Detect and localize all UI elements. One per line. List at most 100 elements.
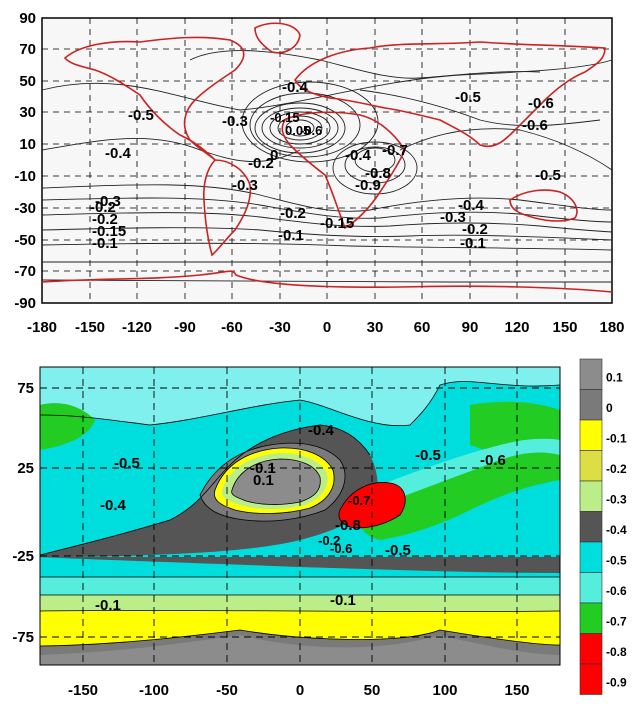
top-y-tick: 70 [19,41,36,58]
colorbar-label: -0.9 [606,676,627,690]
colorbar-label: -0.3 [606,493,627,507]
bottom-plot-frame [39,366,561,666]
bottom-x-tick: 150 [504,682,529,699]
top-x-tick: 90 [462,319,479,336]
contour-label: -0.5 [128,107,154,124]
contour-label: -0.1 [95,597,121,614]
colorbar-label: -0.1 [606,432,627,446]
contour-label: -0.6 [528,95,554,112]
top-y-tick: 10 [19,136,36,153]
contour-label: -0.8 [365,165,391,182]
contour-label: -0.7 [382,142,408,159]
colorbar-swatch [579,572,603,604]
contour-label: -0.1 [92,235,118,252]
bottom-x-tick: 50 [364,682,381,699]
top-x-tick: 30 [367,319,384,336]
top-y-tick: 50 [19,73,36,90]
contour-label: -0.4 [105,145,132,162]
contour-label: -0.4 [458,197,485,214]
colorbar-label: -0.8 [606,645,627,659]
contour-label: -0.5 [385,542,411,559]
top-contour-labels: -0.4 -0.5 -0.3 -0.15 0.05 -0.6 -0.2 0 -0… [90,79,561,252]
contour-label: -0.4 [100,497,127,514]
top-x-tick: -30 [269,319,291,336]
top-y-tick: -90 [14,295,36,312]
contour-label: -0.3 [222,113,248,130]
colorbar-label: -0.5 [606,554,627,568]
top-contour-map: 90 70 50 30 10 -10 -30 -50 -70 -90 -180 … [0,0,641,345]
bottom-map-svg: -0.4 -0.5 -0.6 -0.5 -0.4 -0.1 0.1 -0.7 -… [12,358,627,699]
top-y-tick: -50 [14,232,36,249]
top-grid [42,18,612,303]
contour-label: -0.1 [460,235,486,252]
contour-label: -0.6 [300,123,322,138]
top-x-tick: -180 [27,319,57,336]
contour-label: -0.1 [330,592,356,609]
top-y-tick: -10 [14,168,36,185]
contour-label: -0.2 [318,533,340,548]
colorbar-swatch [579,663,603,695]
contour-label: -0.5 [114,455,140,472]
bottom-grid [40,367,560,665]
contour-label: -0.3 [440,209,466,226]
bottom-x-tick: -150 [68,682,98,699]
colorbar-label: -0.4 [606,523,627,537]
contour-label: -0.5 [455,89,481,106]
colorbar-swatch [579,602,603,634]
contour-label: -0.8 [335,517,361,534]
colorbar-swatch [579,389,603,421]
colorbar-label: -0.7 [606,615,627,629]
bottom-y-tick: 75 [17,380,34,397]
contour-label: -0.7 [348,493,370,508]
bottom-x-tick: 100 [432,682,457,699]
colorbar-swatch [579,633,603,665]
top-x-tick: -120 [122,319,152,336]
colorbar: 0.1 0 -0.1 -0.2 -0.3 -0.4 -0.5 -0.6 -0.7 -0.8 -0.9 [579,358,627,695]
top-contour-lines [41,50,613,283]
top-y-tick: -70 [14,263,36,280]
contour-label: -0.2 [90,199,116,216]
colorbar-swatch [579,541,603,573]
top-coastlines [41,22,613,293]
top-y-tick: 90 [19,10,36,27]
colorbar-swatch [579,480,603,512]
contour-label: 0.1 [253,472,274,489]
contour-label: -0.2 [248,155,274,172]
bottom-x-tick: -100 [139,682,169,699]
top-y-tick-labels: 90 70 50 30 10 -10 -30 -50 -70 -90 [14,10,36,312]
top-y-tick: -30 [14,200,36,217]
contour-label: -0.1 [250,460,276,477]
top-x-tick: -90 [174,319,196,336]
bottom-x-tick: -50 [216,682,238,699]
top-x-tick: -150 [75,319,105,336]
top-x-tick: 0 [323,319,331,336]
contour-label: 0.05 [285,123,310,138]
contour-label: -0.6 [330,541,352,556]
bottom-y-tick: -25 [12,548,34,565]
bottom-contour-labels: -0.4 -0.5 -0.6 -0.5 -0.4 -0.1 0.1 -0.7 -… [95,422,506,614]
contour-label: -0.6 [522,117,548,134]
contour-label: -0.4 [282,79,309,96]
colorbar-swatch [579,358,603,390]
bottom-y-tick: -75 [12,629,34,646]
colorbar-swatch [579,511,603,543]
colorbar-label: 0.1 [606,371,623,385]
bottom-x-tick-labels: -150 -100 -50 0 50 100 150 [68,682,530,699]
top-x-tick: 120 [504,319,529,336]
top-x-tick: 180 [599,319,624,336]
top-map-svg: 90 70 50 30 10 -10 -30 -50 -70 -90 -180 … [14,10,624,336]
colorbar-swatch [579,450,603,482]
contour-label: -0.1 [278,227,304,244]
colorbar-label: -0.6 [606,584,627,598]
top-x-tick: -60 [221,319,243,336]
contour-label: -0.3 [95,193,121,210]
contour-label: -0.4 [308,422,335,439]
contour-label: -0.9 [355,177,381,194]
bottom-filled-contour-map: -0.4 -0.5 -0.6 -0.5 -0.4 -0.1 0.1 -0.7 -… [0,345,641,711]
top-x-tick: 60 [414,319,431,336]
contour-label: -0.3 [232,177,258,194]
colorbar-label: 0 [606,401,613,415]
bottom-y-tick: 25 [17,460,34,477]
contour-label: -0.4 [345,147,372,164]
colorbar-label: -0.2 [606,462,627,476]
